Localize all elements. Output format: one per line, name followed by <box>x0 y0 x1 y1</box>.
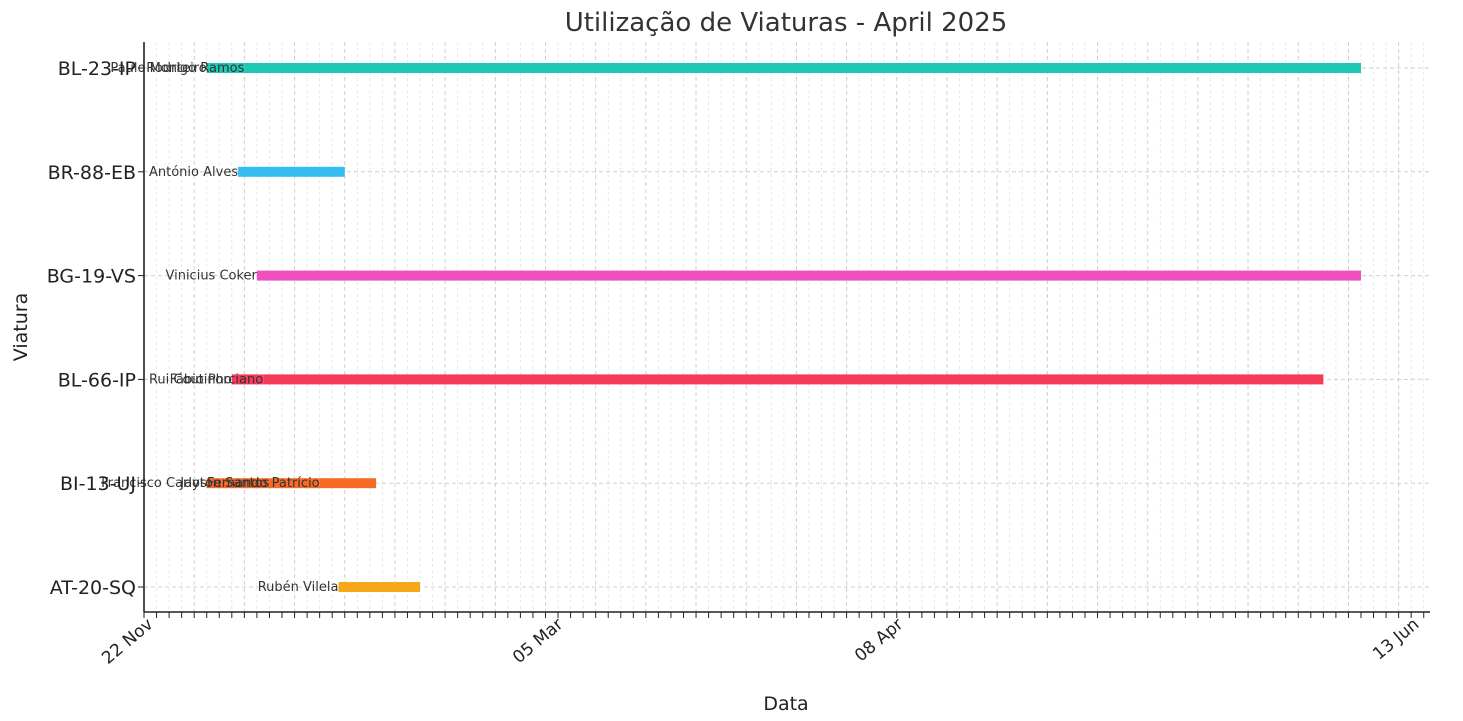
x-tick-label: 08 Apr <box>851 615 907 667</box>
bar-bl-66-ip <box>231 374 264 385</box>
chart-title: Utilização de Viaturas - April 2025 <box>565 8 1008 38</box>
driver-label: Rui Coutinho <box>149 372 232 387</box>
x-tick-label: 05 Mar <box>509 615 567 668</box>
grid-layer <box>143 42 1430 612</box>
x-tick-label: 13 Jun <box>1369 615 1423 665</box>
y-tick-label: BR-88-EB <box>48 162 136 184</box>
y-tick-label: BL-23-IP <box>58 58 136 80</box>
driver-label: Paulo Monteiro <box>110 61 206 76</box>
y-tick-label: BI-13-UJ <box>60 473 136 495</box>
bar-bl-23-ip <box>244 63 1361 73</box>
bar-bg-19-vs <box>256 270 1361 281</box>
bar-br-88-eb <box>238 166 345 177</box>
bar-bi-13-uj <box>269 478 320 489</box>
driver-label: Jayton Santos <box>179 476 269 491</box>
axis-layer: AT-20-SQ BI-13-UJ BL-66-IP BG-19-VS BR-88-EB… <box>47 42 1430 669</box>
driver-label: Francisco Carlos <box>101 476 207 491</box>
driver-label: Rodrigo Ramos <box>146 61 244 76</box>
y-axis-label: Viatura <box>10 293 32 361</box>
driver-label: Rubén Vilela <box>258 580 339 595</box>
driver-label: Vinicius Coker <box>165 269 257 284</box>
bar-layer <box>206 63 1361 592</box>
bar-bl-23-ip <box>206 63 245 73</box>
bar-at-20-sq <box>338 582 421 592</box>
bar-bi-13-uj <box>206 478 270 489</box>
y-tick-label: BG-19-VS <box>47 266 136 288</box>
y-tick-label: AT-20-SQ <box>50 577 136 599</box>
x-tick-label: 22 Nov <box>98 615 157 669</box>
bar-bl-66-ip <box>263 374 1324 385</box>
y-tick-label: BL-66-IP <box>58 369 136 391</box>
driver-label: Fernando Patrício <box>207 476 320 491</box>
driver-label: António Alves <box>149 165 238 180</box>
x-axis-label: Data <box>763 693 808 715</box>
bar-bi-13-uj <box>319 478 377 489</box>
driver-label: Fábio Porciano <box>170 372 264 387</box>
